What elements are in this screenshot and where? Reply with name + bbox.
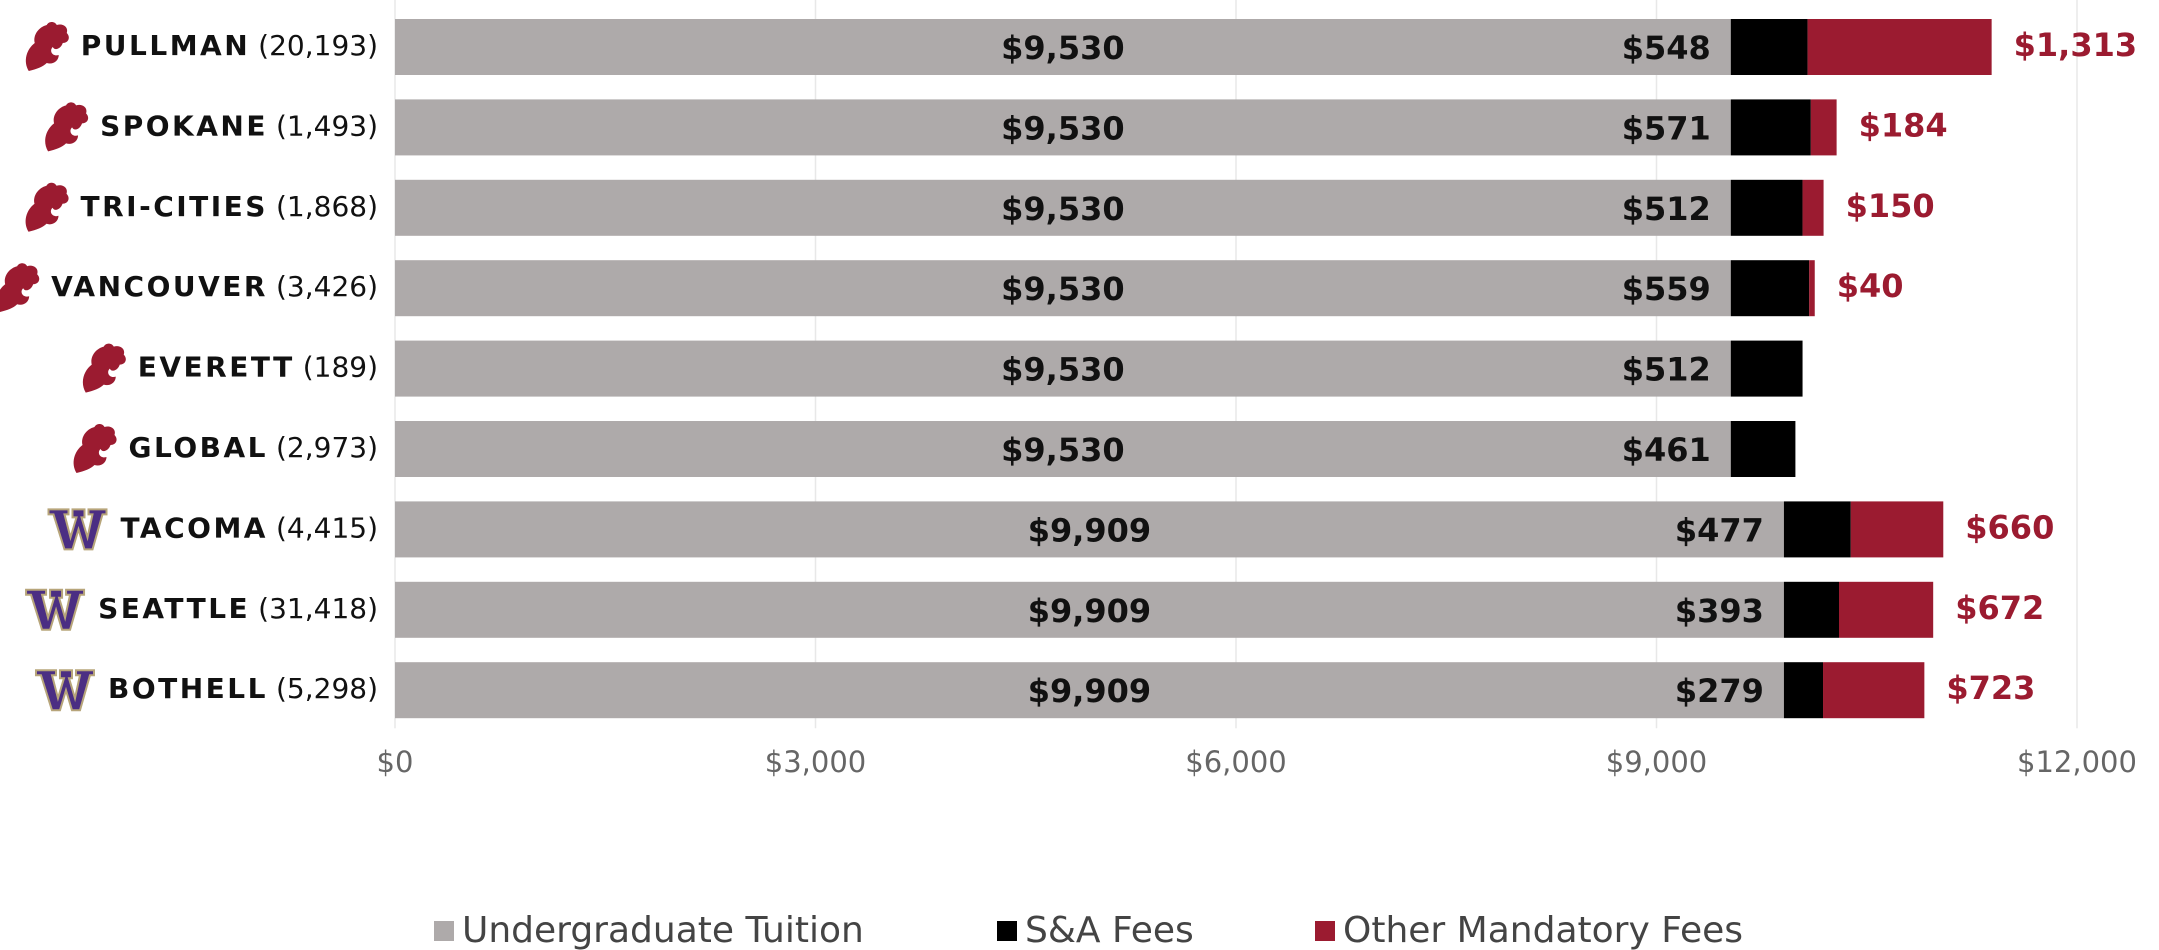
uw-logo: [47, 508, 108, 551]
cougar-logo: [25, 22, 69, 71]
category-label: EVERETT (189): [138, 351, 378, 384]
value-label: $571: [1622, 109, 1711, 147]
campus-name: GLOBAL: [129, 431, 268, 464]
value-label: $9,530: [1001, 270, 1124, 308]
value-label: $9,530: [1001, 109, 1124, 147]
bar-segment: [395, 19, 1731, 75]
value-label: $672: [1955, 589, 2044, 627]
bar-segment: [395, 99, 1731, 156]
enrollment: (2,973): [276, 431, 378, 464]
value-label: $723: [1946, 669, 2035, 707]
bar-segment: [1810, 99, 1837, 156]
campus-name: SPOKANE: [100, 109, 268, 142]
enrollment: (1,493): [276, 109, 378, 142]
cougar-logo: [25, 182, 69, 232]
uw-logo: [34, 669, 95, 712]
enrollment: (189): [303, 351, 378, 384]
bar-segment: [1809, 260, 1815, 317]
value-label: $512: [1622, 190, 1711, 228]
bar-segment: [1838, 581, 1934, 638]
bar-segment: [395, 260, 1731, 317]
value-label: $184: [1859, 106, 1948, 144]
legend-swatch: [1315, 921, 1335, 941]
category-label: BOTHELL (5,298): [108, 672, 378, 705]
campus-name: SEATTLE: [98, 592, 250, 625]
bar-segment: [395, 340, 1731, 397]
value-label: $461: [1622, 431, 1711, 469]
campus-name: TRI-CITIES: [81, 190, 268, 223]
campus-name: VANCOUVER: [51, 270, 268, 303]
campus-name: BOTHELL: [108, 672, 268, 705]
cougar-logo: [82, 343, 126, 393]
value-label: $9,530: [1001, 190, 1124, 228]
value-label: $9,909: [1028, 672, 1151, 710]
category-label: PULLMAN (20,193): [81, 29, 378, 62]
category-label: SEATTLE (31,418): [98, 592, 378, 625]
category-label: GLOBAL (2,973): [129, 431, 379, 464]
cougar-logo: [45, 102, 89, 152]
cougar-logo: [0, 263, 40, 312]
bar-segment: [1730, 19, 1808, 75]
category-label: VANCOUVER (3,426): [51, 270, 378, 303]
bar-segment: [1730, 260, 1810, 317]
value-label: $9,530: [1001, 431, 1124, 469]
value-label: $9,909: [1028, 592, 1151, 630]
category-label: SPOKANE (1,493): [100, 109, 378, 142]
bar-segment: [1807, 19, 1992, 75]
campus-name: EVERETT: [138, 351, 295, 384]
value-label: $9,909: [1028, 511, 1151, 549]
value-label: $9,530: [1001, 29, 1124, 67]
campus-name: TACOMA: [121, 511, 268, 544]
legend-label: Other Mandatory Fees: [1343, 910, 1743, 950]
value-label: $150: [1846, 187, 1935, 225]
bar-segment: [1783, 501, 1851, 558]
value-label: $1,313: [2014, 26, 2137, 64]
enrollment: (3,426): [276, 270, 378, 303]
enrollment: (20,193): [258, 29, 378, 62]
value-label: $40: [1837, 267, 1904, 305]
uw-logo: [25, 588, 86, 631]
category-label: TACOMA (4,415): [121, 511, 379, 544]
value-label: $559: [1622, 270, 1711, 308]
bar-segment: [1783, 662, 1824, 719]
value-label: $548: [1622, 29, 1711, 67]
enrollment: (5,298): [276, 672, 378, 705]
bar-segment: [1850, 501, 1944, 558]
enrollment: (31,418): [258, 592, 378, 625]
legend-swatch: [434, 921, 454, 941]
value-label: $512: [1622, 351, 1711, 389]
value-label: $477: [1675, 511, 1764, 549]
bar-segment: [1823, 662, 1925, 719]
bar-segment: [395, 179, 1731, 236]
legend-label: S&A Fees: [1025, 910, 1194, 950]
bar-segment: [1783, 581, 1839, 638]
x-tick-label: $6,000: [1185, 745, 1286, 779]
cougar-logo: [73, 424, 117, 473]
enrollment: (1,868): [276, 190, 378, 223]
campus-name: PULLMAN: [81, 29, 250, 62]
x-tick-label: $0: [377, 745, 414, 779]
bar-segment: [1730, 340, 1803, 397]
bar-segment: [1730, 179, 1803, 236]
bar-segment: [395, 662, 1784, 719]
enrollment: (4,415): [276, 511, 378, 544]
bar-segment: [395, 421, 1731, 477]
bar-segment: [1802, 179, 1824, 236]
legend-label: Undergraduate Tuition: [462, 910, 864, 950]
value-label: $393: [1675, 592, 1764, 630]
x-tick-label: $9,000: [1606, 745, 1707, 779]
x-tick-label: $12,000: [2017, 745, 2137, 779]
bar-segment: [1730, 99, 1811, 156]
x-tick-label: $3,000: [765, 745, 866, 779]
category-label: TRI-CITIES (1,868): [81, 190, 379, 223]
bar-segment: [395, 501, 1784, 558]
value-label: $9,530: [1001, 351, 1124, 389]
bar-segment: [395, 581, 1784, 638]
legend-swatch: [997, 921, 1017, 941]
value-label: $279: [1675, 672, 1764, 710]
bar-segment: [1730, 421, 1796, 477]
value-label: $660: [1965, 508, 2054, 546]
